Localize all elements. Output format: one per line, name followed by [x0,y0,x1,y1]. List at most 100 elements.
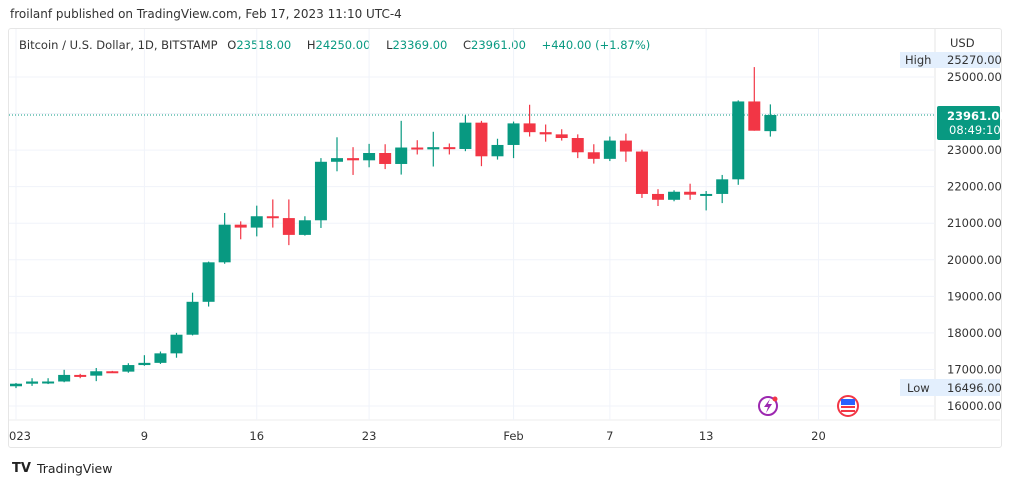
candle [106,370,119,374]
candle [491,138,504,160]
candle [58,369,71,383]
change-value: +440.00 (+1.87%) [541,38,651,52]
published-caption: froilanf published on TradingView.com, F… [10,7,402,21]
candle [90,367,103,382]
high-label: H [306,38,316,52]
candle [684,183,697,200]
time-tick-label: 9 [141,429,148,443]
low-number: 23369.00 [392,38,448,52]
price-tick-label: 25000.00 [947,70,1002,84]
candle [603,136,616,162]
price-tick-label: 16000.00 [947,399,1002,413]
candle-body [266,216,279,219]
candle-body [732,101,745,180]
high-marker-value: 25270.00 [947,53,1002,67]
candle-body [603,140,616,159]
last-price-badge [937,106,1000,140]
candle-body [539,132,552,135]
open-label: O [227,38,237,52]
candle [523,104,536,137]
lightning-icon [764,399,772,413]
candle-body [379,153,392,164]
candle-body [395,147,408,164]
time-tick-label: 23 [362,429,377,443]
candle-body [314,161,327,221]
candle [475,120,488,167]
chart-frame [8,28,1002,448]
candle [732,100,745,185]
candle [555,129,568,141]
open-value: O23518.00 [227,38,297,52]
candle [170,332,183,358]
candle [186,292,199,336]
price-tick-label: 21000.00 [947,216,1002,230]
high-marker-bg [900,52,1000,68]
brand-footer[interactable]: TV TradingView [12,461,112,476]
candle-body [411,147,424,150]
candle [395,120,408,175]
low-marker-bg [900,379,1000,396]
candle-body [42,381,55,384]
price-tick-label: 22000.00 [947,180,1002,194]
low-marker-value: 16496.00 [947,381,1002,395]
candle [507,121,520,159]
bar-countdown: 08:49:10 [949,123,1001,137]
candle [218,212,231,264]
candle [42,378,55,385]
candle-body [491,144,504,157]
candle [282,199,295,246]
brand-name: TradingView [36,461,113,476]
candle-body [764,114,777,132]
candle [459,115,472,152]
candle [363,143,376,168]
candle-body [58,374,71,382]
time-tick-label: 7 [606,429,613,443]
candle [314,158,327,228]
candle [748,67,761,131]
candle-body [122,365,135,372]
flag-stripe [841,406,855,408]
candle-body [154,353,167,363]
last-price-value: 23961.00 [947,109,1007,123]
candle-body [218,224,231,263]
low-marker-label: Low [907,381,930,395]
candle-body [363,153,376,161]
candle [138,355,151,366]
candle [331,137,343,172]
candle [202,261,215,307]
price-tick-label: 17000.00 [947,362,1002,376]
candle [571,134,584,159]
candle [122,363,135,373]
candle [700,191,713,211]
candle-body [668,191,681,200]
candle-body [748,101,761,131]
currency-label: USD [950,36,975,50]
candle [427,131,440,167]
price-tick-label: 23000.00 [947,143,1002,157]
flag-stripe [841,410,855,412]
candle-body [10,383,22,387]
high-value: H24250.00 [307,38,377,52]
candle-body [347,158,360,161]
candle [635,149,648,198]
candle [234,221,247,240]
tradingview-logo-icon: TV [12,461,31,476]
close-number: 23961.00 [471,38,526,52]
candle [379,144,392,170]
candle-body [250,216,263,228]
flag-canton [841,399,855,405]
symbol-legend: Bitcoin / U.S. Dollar, 1D, BITSTAMP O235… [19,38,656,52]
candle [668,190,681,202]
candle-body [298,220,311,235]
candle-body [234,224,247,228]
candle-body [635,151,648,194]
candle [411,140,424,155]
candle [764,104,777,137]
symbol-name: Bitcoin / U.S. Dollar, 1D, BITSTAMP [19,38,218,52]
candle-body [443,147,456,150]
candle [154,351,167,364]
price-tick-label: 20000.00 [947,253,1002,267]
price-tick-label: 19000.00 [947,289,1002,303]
low-label: L [386,38,393,52]
